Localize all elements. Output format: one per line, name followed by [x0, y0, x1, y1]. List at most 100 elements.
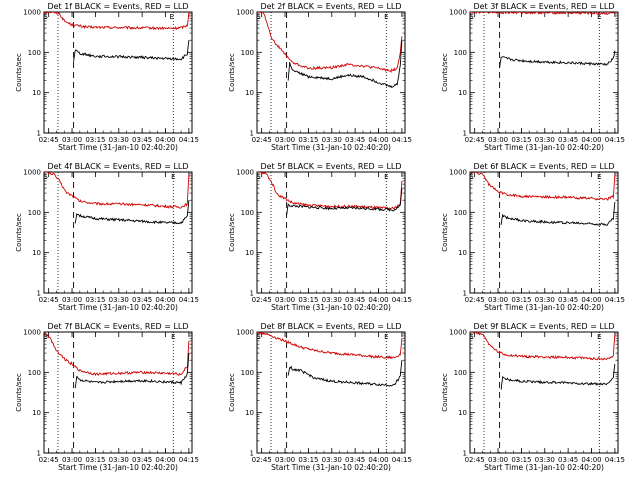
lld-series-line	[44, 332, 190, 377]
x-tick-label: 02:45	[465, 456, 485, 464]
x-tick-label: 03:15	[85, 456, 105, 464]
x-tick-label: 03:30	[322, 296, 342, 304]
x-tick-label: 03:00	[275, 456, 295, 464]
y-tick-label: 1	[250, 450, 254, 458]
y-tick-label: 100	[241, 369, 254, 377]
end-marker: E	[384, 13, 388, 21]
x-tick-label: 03:45	[345, 456, 365, 464]
y-axis-label: Counts/sec	[441, 373, 449, 412]
start-marker: S	[256, 333, 261, 341]
y-tick-label: 1000	[449, 169, 467, 177]
plot-frame	[469, 331, 619, 454]
detector-chart-3: Det 3f BLACK = Events, RED = LLD 1 10 100 10…	[441, 2, 625, 152]
detector-chart-7: Det 7f BLACK = Events, RED = LLD 1 10 100 10…	[15, 322, 199, 472]
detector-chart-9: Det 9f BLACK = Events, RED = LLD 1 10 100 10…	[441, 322, 625, 472]
x-tick-label: 03:30	[535, 456, 555, 464]
end-marker: E	[597, 333, 601, 341]
x-tick-label: 03:15	[298, 456, 318, 464]
x-axis-label: Start Time (31-Jan-10 02:40:20)	[484, 303, 604, 312]
x-axis-label: Start Time (31-Jan-10 02:40:20)	[484, 463, 604, 472]
x-tick-label: 04:00	[155, 456, 175, 464]
lld-series-line	[44, 12, 190, 31]
x-tick-label: 04:00	[368, 296, 388, 304]
y-axis-label: Counts/sec	[15, 53, 23, 92]
x-tick-label: 03:45	[558, 296, 578, 304]
detector-chart-4: Det 4f BLACK = Events, RED = LLD 1 10 100 10…	[15, 162, 199, 312]
events-series-line	[500, 201, 616, 226]
y-tick-label: 1	[463, 130, 467, 138]
x-tick-label: 02:45	[465, 296, 485, 304]
x-axis-label: Start Time (31-Jan-10 02:40:20)	[271, 143, 391, 152]
x-tick-label: 03:15	[298, 296, 318, 304]
events-series-line	[287, 360, 403, 387]
chart-title: Det 3f BLACK = Events, RED = LLD	[473, 2, 614, 11]
y-axis-label: Counts/sec	[228, 53, 236, 92]
events-series-line	[500, 364, 616, 390]
x-tick-label: 02:45	[39, 456, 59, 464]
lld-series-line	[470, 172, 616, 201]
lld-series-line	[257, 332, 403, 360]
y-tick-label: 1	[463, 450, 467, 458]
x-tick-label: 04:15	[392, 136, 412, 144]
x-tick-label: 04:00	[368, 136, 388, 144]
events-series-line	[73, 40, 190, 62]
lld-series-line	[470, 332, 616, 361]
start-marker: S	[256, 173, 261, 181]
y-tick-label: 100	[241, 49, 254, 57]
x-tick-label: 03:15	[298, 136, 318, 144]
plot-frame	[469, 171, 619, 294]
chart-title: Det 9f BLACK = Events, RED = LLD	[473, 322, 614, 331]
y-axis-label: Counts/sec	[15, 373, 23, 412]
x-tick-label: 04:15	[179, 456, 199, 464]
y-tick-label: 1000	[449, 329, 467, 337]
detector-chart-5: Det 5f BLACK = Events, RED = LLD 1 10 100 10…	[228, 162, 412, 312]
x-tick-label: 04:15	[605, 456, 625, 464]
x-tick-label: 03:45	[345, 136, 365, 144]
x-tick-label: 04:00	[581, 456, 601, 464]
lld-series-line	[470, 12, 616, 16]
x-tick-label: 03:30	[109, 296, 129, 304]
x-tick-label: 04:15	[179, 136, 199, 144]
y-tick-label: 1000	[236, 329, 254, 337]
x-axis-label: Start Time (31-Jan-10 02:40:20)	[484, 143, 604, 152]
x-tick-label: 04:00	[368, 456, 388, 464]
x-axis-label: Start Time (31-Jan-10 02:40:20)	[58, 143, 178, 152]
chart-title: Det 4f BLACK = Events, RED = LLD	[47, 162, 188, 171]
y-tick-label: 1	[463, 290, 467, 298]
plot-frame	[469, 11, 619, 134]
x-tick-label: 03:15	[511, 296, 531, 304]
x-tick-label: 03:45	[132, 296, 152, 304]
y-tick-label: 10	[245, 249, 254, 257]
end-marker: E	[170, 13, 174, 21]
x-tick-label: 03:00	[62, 136, 82, 144]
y-axis-label: Counts/sec	[228, 213, 236, 252]
y-tick-label: 10	[458, 409, 467, 417]
x-tick-label: 03:15	[511, 136, 531, 144]
y-tick-label: 1	[250, 290, 254, 298]
y-tick-label: 1000	[236, 9, 254, 17]
events-series-line	[499, 50, 616, 68]
x-tick-label: 03:30	[109, 456, 129, 464]
lld-series-line	[44, 172, 190, 209]
start-marker: S	[43, 13, 48, 21]
y-tick-label: 1	[37, 290, 41, 298]
start-marker: S	[43, 173, 48, 181]
x-tick-label: 03:15	[511, 456, 531, 464]
y-tick-label: 10	[245, 409, 254, 417]
x-axis-label: Start Time (31-Jan-10 02:40:20)	[58, 303, 178, 312]
x-tick-label: 03:00	[62, 456, 82, 464]
x-tick-label: 03:30	[535, 136, 555, 144]
x-tick-label: 03:00	[488, 296, 508, 304]
x-tick-label: 04:00	[581, 296, 601, 304]
y-axis-label: Counts/sec	[228, 373, 236, 412]
y-tick-label: 100	[28, 49, 41, 57]
y-tick-label: 1	[37, 130, 41, 138]
lld-series-line	[257, 12, 403, 73]
x-axis-label: Start Time (31-Jan-10 02:40:20)	[271, 463, 391, 472]
plot-frame	[43, 11, 193, 134]
x-tick-label: 04:00	[155, 136, 175, 144]
x-tick-label: 02:45	[465, 136, 485, 144]
chart-title: Det 8f BLACK = Events, RED = LLD	[260, 322, 401, 331]
x-tick-label: 04:15	[179, 296, 199, 304]
